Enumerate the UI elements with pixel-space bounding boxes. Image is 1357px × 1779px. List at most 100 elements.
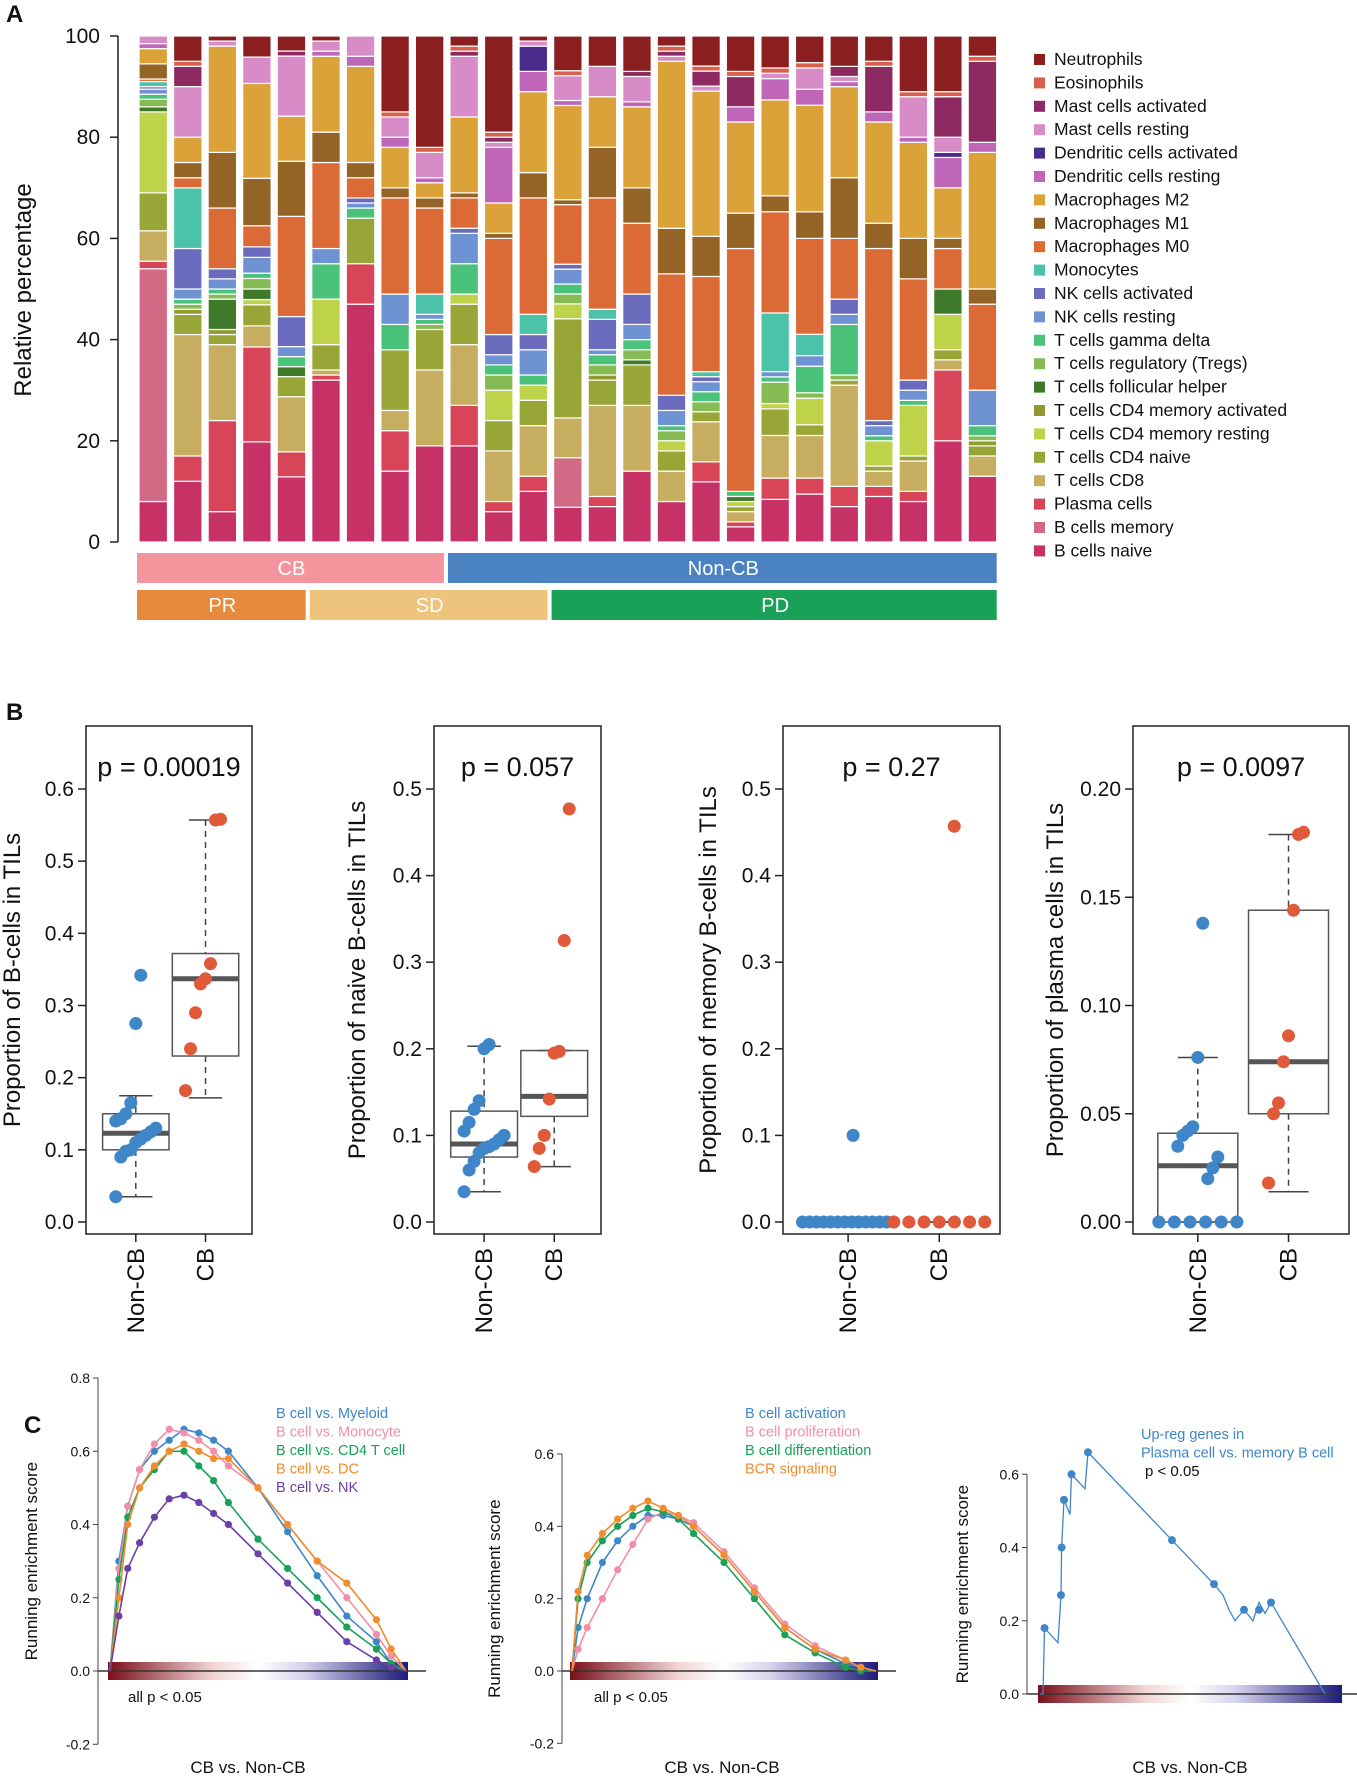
bar-s23 xyxy=(898,35,929,543)
data-point xyxy=(1262,1176,1276,1190)
bar-segment xyxy=(829,177,860,239)
legend-swatch xyxy=(1034,334,1045,346)
bar-segment xyxy=(380,116,410,138)
bar-segment xyxy=(622,187,652,224)
bar-segment xyxy=(760,72,791,80)
bar-segment xyxy=(138,48,169,65)
benefit-band-label: CB xyxy=(278,558,306,580)
response-band-label: PD xyxy=(761,595,789,617)
series-point xyxy=(574,1645,582,1653)
data-point xyxy=(149,1121,163,1135)
enrichment-panels: -0.2 0.0 0.2 0.4 0.6 0.8 Running enrichment sc… xyxy=(22,1370,1357,1777)
data-point xyxy=(119,1107,133,1121)
bar-segment xyxy=(622,470,652,543)
bar-segment xyxy=(760,402,791,410)
series-point xyxy=(343,1612,351,1620)
bar-segment xyxy=(552,506,583,543)
series-point xyxy=(659,1504,667,1512)
bar-segment xyxy=(242,35,272,58)
legend-swatch xyxy=(1034,545,1045,557)
y-axis-title: Running enrichment score xyxy=(953,1485,972,1683)
bar-segment xyxy=(863,485,894,498)
series-point xyxy=(720,1551,728,1559)
bar-segment xyxy=(622,339,652,351)
enrichment-plot-3: 0.0 0.2 0.4 0.6 Running enrichment score Up-r… xyxy=(953,1427,1357,1777)
bar-segment xyxy=(518,172,549,199)
series-point xyxy=(842,1663,850,1671)
series-line xyxy=(571,1507,876,1672)
series-point xyxy=(180,1440,188,1448)
bar-segment xyxy=(414,369,445,447)
bar-segment xyxy=(691,235,721,278)
data-point xyxy=(1171,1139,1185,1153)
bar-segment xyxy=(518,35,549,42)
series-point xyxy=(165,1436,173,1444)
data-point xyxy=(482,1037,496,1051)
bar-segment xyxy=(656,394,687,412)
bar-segment xyxy=(725,70,756,78)
bar-segment xyxy=(345,207,376,219)
series-point xyxy=(842,1656,850,1664)
bar-segment xyxy=(656,227,687,275)
bar-segment xyxy=(691,371,721,378)
data-point xyxy=(917,1215,931,1229)
bar-segment xyxy=(483,511,514,543)
bar-segment xyxy=(933,156,963,189)
bar-segment xyxy=(967,35,998,57)
y-tick-label: 0.8 xyxy=(71,1370,91,1386)
legend-swatch xyxy=(1034,124,1045,136)
bar-segment xyxy=(622,70,652,78)
bar-segment xyxy=(242,56,272,85)
data-point xyxy=(552,1044,566,1058)
series-point xyxy=(598,1595,607,1603)
legend-label: B cell proliferation xyxy=(745,1425,860,1441)
bar-segment xyxy=(242,82,272,179)
legend-label: Dendritic cells resting xyxy=(1054,166,1220,186)
y-axis-title: Proportion of B-cells in TILs xyxy=(0,833,26,1127)
y-axis-title: Relative percentage xyxy=(10,183,37,396)
bar-segment xyxy=(794,477,825,495)
bar-segment xyxy=(794,104,825,213)
benefit-band xyxy=(447,553,997,583)
series-point xyxy=(284,1520,292,1529)
series-point xyxy=(224,1520,232,1529)
bar-segment xyxy=(449,227,480,234)
bar-segment xyxy=(552,263,583,270)
plot-frame xyxy=(85,725,253,1235)
bar-segment xyxy=(691,35,721,67)
bar-segment xyxy=(656,500,687,543)
legend-swatch xyxy=(1034,311,1045,323)
series-point xyxy=(224,1498,232,1507)
bar-segment xyxy=(587,349,618,356)
bar-segment xyxy=(863,222,894,250)
bar-segment xyxy=(760,67,791,74)
y-tick-label: 80 xyxy=(77,126,100,149)
legend-label: T cells CD8 xyxy=(1054,470,1144,490)
bar-segment xyxy=(483,333,514,356)
bar-segment xyxy=(449,197,480,229)
bar-segment xyxy=(933,349,963,361)
plot-frame xyxy=(433,725,602,1235)
data-point xyxy=(497,1128,511,1142)
data-point xyxy=(963,1215,977,1229)
y-tick-label: 0.5 xyxy=(45,850,74,873)
bar-segment xyxy=(863,425,894,437)
bar-segment xyxy=(172,177,203,189)
bar-segment xyxy=(622,359,652,366)
bar-segment xyxy=(656,35,687,47)
bar-segment xyxy=(380,35,410,113)
series-point xyxy=(195,1462,203,1470)
legend-label: BCR signaling xyxy=(745,1462,837,1478)
series-point xyxy=(690,1522,698,1530)
series-point xyxy=(210,1476,218,1485)
bar-segment xyxy=(898,500,929,543)
p-value-note: all p < 0.05 xyxy=(594,1689,668,1706)
bar-segment xyxy=(518,45,549,73)
bar-segment xyxy=(449,293,480,305)
bar-segment xyxy=(725,511,756,523)
series-point xyxy=(150,1447,158,1455)
series-point xyxy=(313,1608,321,1616)
bar-s1 xyxy=(138,35,169,543)
bar-segment xyxy=(518,197,549,315)
